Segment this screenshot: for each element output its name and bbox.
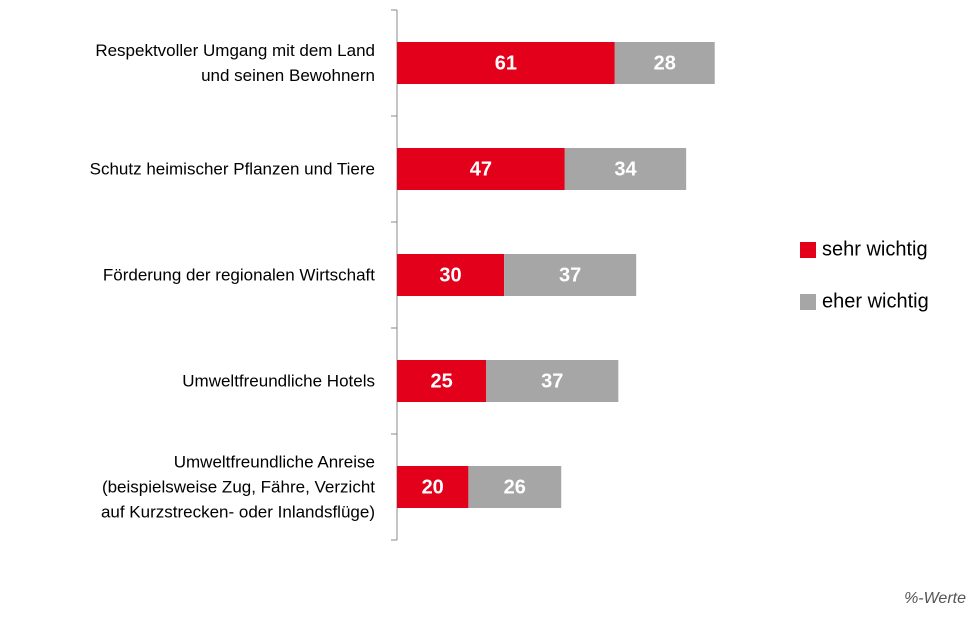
bar-segment: [397, 360, 487, 402]
value-label: 47: [470, 158, 492, 180]
category-label: Schutz heimischer Pflanzen und Tiere: [89, 159, 375, 179]
value-label: 28: [654, 52, 676, 74]
category-label: Umweltfreundliche Hotels: [182, 371, 375, 391]
value-label: 61: [495, 52, 517, 74]
legend-swatch: [800, 294, 816, 310]
legend-label: sehr wichtig: [822, 238, 928, 260]
bar-segment: [468, 466, 562, 508]
value-label: 37: [559, 264, 581, 286]
legend-label: eher wichtig: [822, 290, 929, 312]
bar-segment: [397, 148, 565, 190]
value-label: 37: [541, 370, 563, 392]
bar-segment: [564, 148, 687, 190]
category-label: Umweltfreundliche Anreise (beispielsweis…: [100, 452, 375, 522]
bar-segment: [397, 254, 505, 296]
category-label: Förderung der regionalen Wirtschaft: [102, 265, 375, 285]
value-label: 34: [614, 158, 637, 180]
bar-segment: [486, 360, 619, 402]
annotation: %-Werte: [904, 590, 966, 607]
bar-segment: [614, 42, 715, 84]
value-label: 25: [431, 370, 453, 392]
value-label: 30: [439, 264, 461, 286]
bar-segment: [397, 42, 615, 84]
category-label: Respektvoller Umgang mit dem Land und se…: [95, 41, 375, 85]
bar-segment: [504, 254, 637, 296]
bar-segment: [397, 466, 469, 508]
value-label: 20: [422, 476, 444, 498]
value-label: 26: [504, 476, 526, 498]
legend-swatch: [800, 242, 816, 258]
